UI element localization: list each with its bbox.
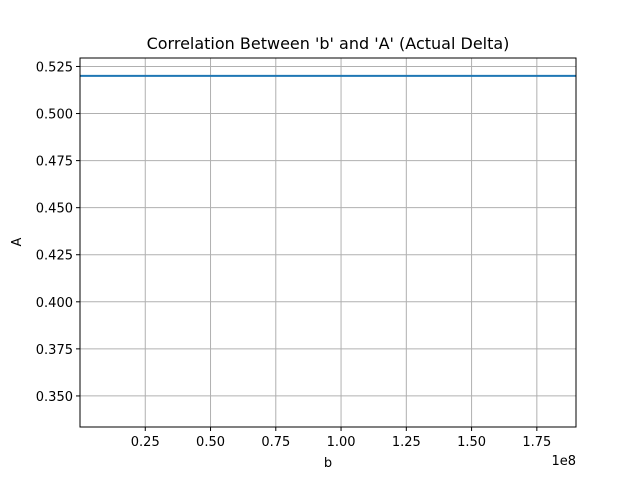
y-tick-label: 0.350: [36, 390, 73, 405]
x-tick-label: 1.50: [457, 435, 486, 450]
y-axis: 0.350 0.375 0.400 0.425 0.450 0.475 0.500 0.525: [36, 60, 80, 405]
y-tick-label: 0.400: [36, 296, 73, 311]
x-tick-label: 0.25: [131, 435, 160, 450]
x-tick-label: 0.75: [261, 435, 290, 450]
x-offset-label: 1e8: [551, 454, 576, 469]
y-axis-label: A: [10, 237, 25, 246]
x-axis-label: b: [324, 456, 332, 471]
y-tick-label: 0.500: [36, 108, 73, 123]
y-tick-label: 0.450: [36, 202, 73, 217]
chart-title: Correlation Between 'b' and 'A' (Actual …: [147, 34, 510, 53]
y-tick-label: 0.475: [36, 155, 73, 170]
grid: [80, 58, 576, 427]
x-tick-label: 0.50: [196, 435, 225, 450]
x-tick-label: 1.75: [522, 435, 551, 450]
x-axis: 0.25 0.50 0.75 1.00 1.25 1.50 1.75: [131, 427, 551, 450]
y-tick-label: 0.425: [36, 249, 73, 264]
x-tick-label: 1.00: [327, 435, 356, 450]
plot-frame: [79, 57, 577, 428]
y-tick-label: 0.525: [36, 60, 73, 75]
y-tick-label: 0.375: [36, 343, 73, 358]
x-tick-label: 1.25: [392, 435, 421, 450]
